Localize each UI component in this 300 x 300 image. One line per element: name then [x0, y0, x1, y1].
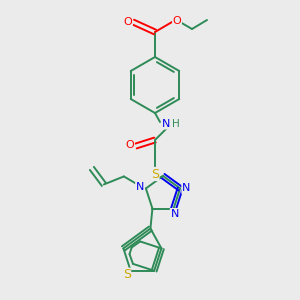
Text: N: N: [170, 208, 179, 219]
Text: N: N: [182, 183, 190, 194]
Text: N: N: [162, 119, 170, 129]
Text: N: N: [136, 182, 144, 192]
Text: O: O: [172, 16, 182, 26]
Text: O: O: [124, 17, 132, 27]
Text: S: S: [123, 268, 131, 281]
Text: O: O: [126, 140, 134, 150]
Text: H: H: [172, 119, 180, 129]
Text: S: S: [151, 167, 159, 181]
